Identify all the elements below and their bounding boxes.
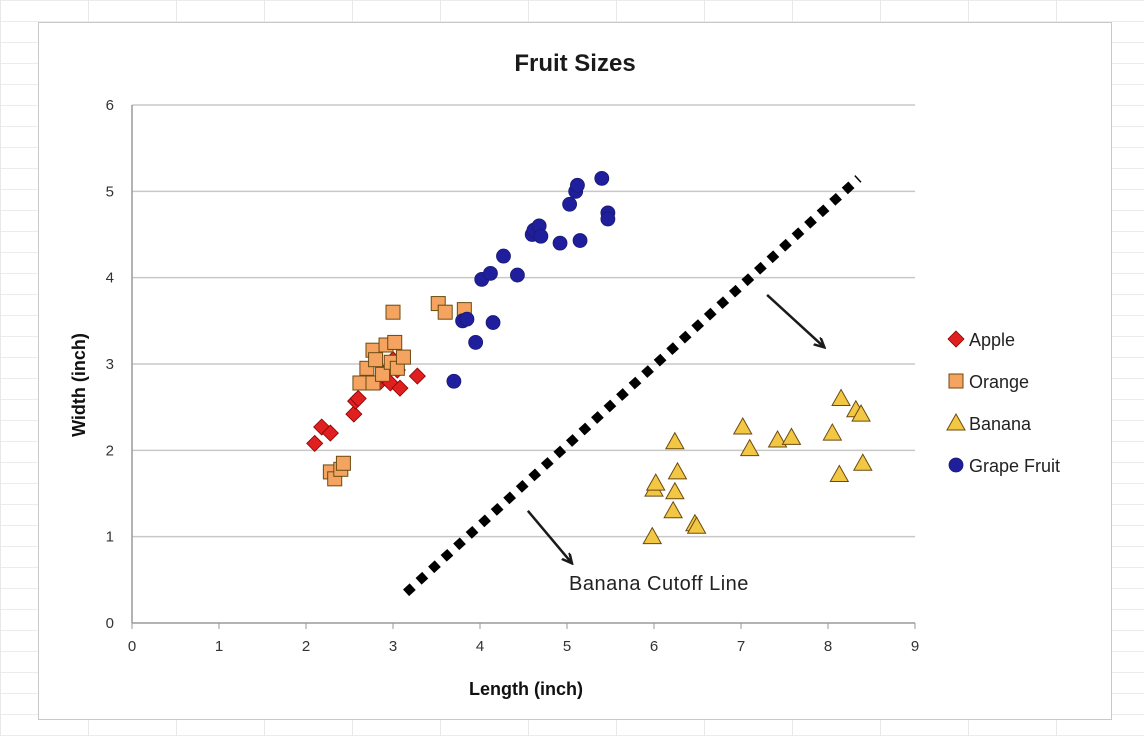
x-tick-label: 1 — [215, 638, 223, 655]
banana-point — [667, 461, 688, 480]
banana-point — [767, 429, 788, 448]
apple-point — [345, 405, 363, 423]
y-tick-label: 0 — [106, 615, 114, 632]
apple-point — [408, 367, 426, 385]
x-tick-label: 4 — [476, 638, 484, 655]
grape-fruit-point — [459, 311, 475, 327]
scatter-chart: Fruit Sizes 0 1 2 3 4 5 6 0 1 2 3 4 5 6 7 8 9 Banana Cut… — [69, 50, 1060, 699]
cutoff-annotation: Banana Cutoff Line — [569, 573, 749, 595]
banana-point — [665, 481, 685, 500]
banana-cutoff-line — [403, 175, 862, 597]
grape-fruit-point — [570, 177, 585, 193]
orange-point — [387, 334, 403, 350]
grape-fruit-point — [552, 235, 568, 251]
x-tick-label: 8 — [824, 638, 832, 655]
x-tick-label: 9 — [911, 638, 919, 655]
legend-label-orange: Orange — [969, 372, 1029, 392]
banana-point — [642, 526, 663, 545]
data-points — [306, 170, 873, 545]
chart-title: Fruit Sizes — [514, 50, 635, 77]
x-axis-title: Length (inch) — [469, 679, 583, 699]
grape-fruit-point — [446, 373, 462, 389]
x-tick-label: 3 — [389, 638, 397, 655]
axes — [131, 105, 915, 624]
annotation-arrow — [766, 294, 824, 347]
legend-marker-grape-fruit — [948, 457, 964, 473]
legend-marker-apple — [947, 330, 965, 348]
grape-fruit-point — [572, 233, 588, 248]
apple-point — [321, 424, 339, 442]
banana-point — [831, 388, 851, 407]
banana-point — [665, 431, 685, 450]
orange-point — [385, 304, 401, 320]
legend-item-apple[interactable]: Apple — [947, 330, 1015, 350]
y-tick-label: 4 — [106, 270, 114, 287]
grape-fruit-point — [562, 196, 578, 212]
banana-point — [686, 516, 707, 534]
banana-point — [732, 417, 753, 435]
grape-fruit-point — [468, 335, 484, 350]
grape-fruit-point — [496, 248, 511, 264]
apple-point — [306, 434, 324, 452]
x-tick-label: 5 — [563, 638, 571, 655]
y-tick-label: 1 — [106, 529, 114, 546]
banana-point — [829, 464, 850, 483]
banana-point — [645, 473, 666, 491]
y-tick-label: 3 — [106, 356, 114, 373]
legend-label-banana: Banana — [969, 414, 1032, 434]
grape-fruit-point — [510, 267, 525, 283]
banana-point — [781, 427, 802, 445]
apple-point — [349, 389, 367, 408]
x-tick-label: 0 — [128, 638, 136, 655]
grape-fruit-point — [600, 211, 616, 227]
orange-point — [368, 352, 384, 368]
chart-area[interactable]: Fruit Sizes 0 1 2 3 4 5 6 0 1 2 3 4 5 6 7 8 9 Banana Cut… — [38, 22, 1112, 720]
legend-item-orange[interactable]: Orange — [948, 372, 1029, 392]
annotation-arrow — [526, 509, 572, 563]
legend-marker-orange — [948, 373, 964, 389]
legend-item-banana[interactable]: Banana — [946, 412, 1032, 434]
banana-point — [852, 453, 873, 471]
legend-label-grape-fruit: Grape Fruit — [969, 456, 1060, 476]
banana-point — [663, 500, 683, 519]
orange-point — [437, 304, 453, 320]
legend[interactable]: Apple Orange Banana Grape Fruit — [946, 330, 1060, 476]
y-axis-title: Width (inch) — [69, 333, 89, 437]
legend-item-grape-fruit[interactable]: Grape Fruit — [948, 456, 1060, 476]
x-tick-label: 2 — [302, 638, 310, 655]
orange-point — [352, 375, 368, 391]
x-tick-label: 6 — [650, 638, 658, 655]
banana-point — [822, 423, 843, 441]
orange-point — [335, 455, 351, 471]
grape-fruit-point — [533, 228, 549, 244]
gridlines — [132, 104, 915, 538]
y-tick-label: 2 — [106, 442, 114, 459]
banana-point — [851, 404, 871, 422]
y-tick-label: 5 — [106, 183, 114, 200]
legend-marker-banana — [946, 412, 966, 431]
annotation-arrows — [526, 294, 824, 563]
apple-point — [391, 379, 409, 397]
orange-point — [395, 349, 411, 365]
grape-fruit-point — [485, 315, 501, 330]
axis-ticks: 0 1 2 3 4 5 6 0 1 2 3 4 5 6 7 8 9 — [106, 97, 920, 655]
grape-fruit-point — [594, 170, 610, 186]
legend-label-apple: Apple — [969, 330, 1015, 350]
x-tick-label: 7 — [737, 638, 745, 655]
banana-point — [739, 438, 760, 457]
orange-point — [375, 366, 391, 382]
y-tick-label: 6 — [106, 97, 114, 114]
cutoff-line — [403, 175, 862, 597]
grape-fruit-point — [483, 265, 498, 281]
